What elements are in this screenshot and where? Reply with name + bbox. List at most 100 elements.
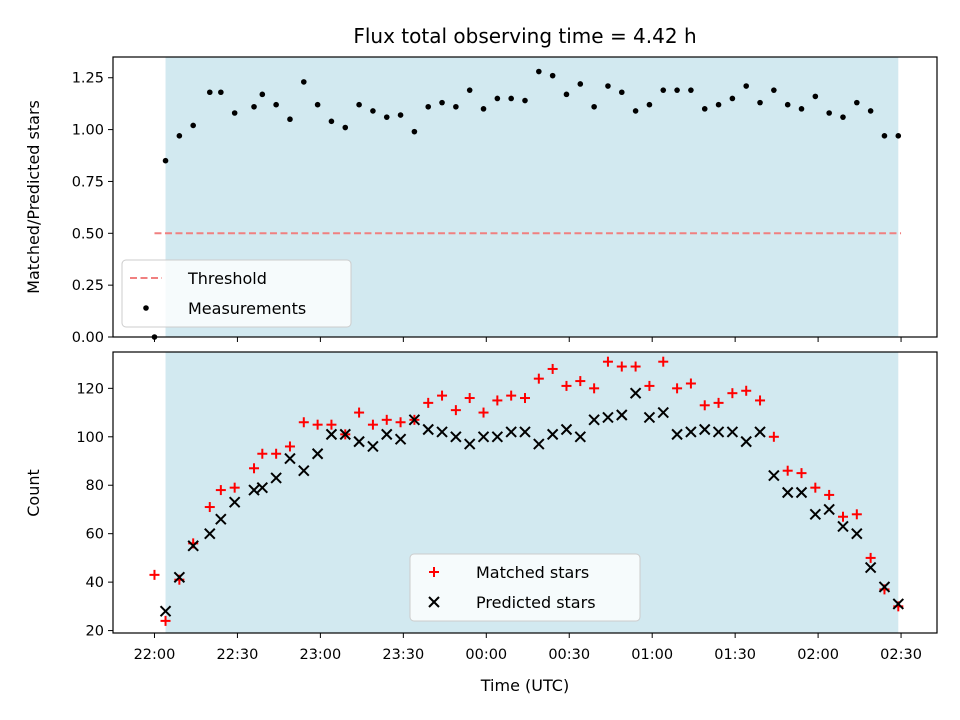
y-tick-label: 40 (86, 575, 104, 591)
predicted-star-point (284, 452, 296, 465)
legend-label: Threshold (187, 269, 267, 288)
measurement-point (508, 95, 514, 102)
predicted-star-point (228, 496, 241, 508)
matched-star-point (768, 431, 779, 442)
predicted-star-point (629, 387, 642, 399)
predicted-star-point (422, 423, 434, 436)
predicted-star-point (353, 435, 365, 448)
measurement-point (854, 99, 860, 106)
measurement-point (757, 99, 763, 106)
predicted-star-point (159, 605, 172, 617)
legend-label: Measurements (188, 299, 306, 318)
measurement-point (176, 133, 183, 139)
matched-star-point (312, 419, 323, 430)
count-y-ticks: 20 40 60 80 100 120 (76, 381, 113, 640)
measurement-point (300, 79, 307, 85)
matched-star-point (533, 373, 544, 384)
matched-star-point (837, 511, 848, 522)
measurement-point (591, 103, 597, 110)
predicted-star-point (685, 426, 697, 438)
x-tick-label: 02:00 (797, 647, 839, 663)
predicted-star-point (602, 411, 614, 424)
matched-star-point (602, 356, 613, 367)
matched-star-point (616, 361, 627, 372)
matched-star-point (824, 489, 835, 500)
count-x-ticks: 22:00 22:30 23:00 23:30 00:00 00:30 01:00 01:30… (134, 633, 922, 663)
predicted-star-point (325, 428, 338, 441)
predicted-star-point (754, 426, 766, 438)
matched-star-point (149, 569, 160, 580)
measurement-point (605, 83, 611, 89)
measurement-point (397, 112, 404, 118)
count-series-layer (149, 356, 904, 626)
predicted-star-point (463, 438, 476, 450)
measurement-point (383, 114, 390, 120)
x-tick-label: 22:00 (134, 647, 176, 663)
predicted-star-point (837, 520, 849, 533)
predicted-star-point (878, 581, 891, 593)
predicted-star-point (809, 508, 822, 521)
y-tick-label: 80 (86, 478, 104, 494)
matched-star-point (450, 405, 461, 416)
matched-star-point (506, 390, 517, 401)
y-tick-label: 0.25 (72, 278, 104, 294)
predicted-star-point (699, 423, 711, 436)
measurement-point (370, 108, 376, 114)
matched-star-point (464, 393, 475, 404)
x-tick-label: 01:00 (631, 647, 673, 663)
measurement-point (328, 118, 335, 125)
matched-star-point (575, 376, 586, 387)
predicted-star-point (671, 428, 683, 441)
matched-star-point (685, 378, 696, 389)
x-tick-label: 00:30 (548, 647, 590, 663)
y-tick-label: 1.25 (72, 71, 104, 87)
x-tick-label: 23:30 (382, 647, 424, 663)
matched-star-point (215, 485, 226, 496)
measurement-point (273, 101, 279, 108)
predicted-star-point (215, 513, 227, 525)
count-y-axis-label: Count (24, 469, 43, 517)
matched-star-point (395, 417, 406, 428)
matched-star-point (204, 502, 215, 513)
predicted-star-point (851, 527, 863, 540)
predicted-star-point (505, 426, 517, 438)
ratio-axes-frame (112, 56, 938, 338)
measurement-point (688, 87, 694, 93)
measurement-point (771, 87, 777, 93)
measurement-point (660, 87, 667, 93)
matched-star-point (741, 385, 752, 396)
predicted-star-point (795, 486, 808, 499)
measurement-point (314, 101, 321, 108)
measurement-point (162, 157, 169, 164)
measurement-point (826, 110, 832, 116)
legend-box (121, 259, 352, 328)
y-tick-label: 60 (86, 527, 104, 543)
predicted-star-point (408, 414, 421, 426)
predicted-star-point (712, 426, 725, 438)
measurement-point (577, 81, 584, 87)
matched-star-point (561, 380, 572, 391)
predicted-star-point (187, 540, 199, 552)
ratio-y-axis-label: Matched/Predicted stars (24, 100, 43, 294)
ratio-series-layer (151, 68, 902, 340)
y-tick-label: 100 (76, 430, 104, 446)
predicted-star-point (477, 431, 490, 443)
matched-star-point (271, 448, 282, 459)
x-tick-label: 22:30 (217, 647, 259, 663)
predicted-star-point (367, 440, 379, 453)
predicted-star-point (823, 503, 835, 516)
predicted-star-point (298, 464, 310, 477)
legend-label: Matched stars (476, 563, 589, 582)
measurement-point (812, 93, 819, 100)
predicted-star-point (864, 561, 877, 574)
predicted-star-point (533, 438, 545, 450)
y-tick-label: 1.00 (72, 123, 104, 139)
matched-star-point (727, 388, 738, 399)
count-axes-frame (112, 351, 938, 634)
measurement-point (439, 99, 445, 106)
x-tick-label: 01:30 (714, 647, 756, 663)
measurement-point (674, 87, 680, 93)
measurement-point (840, 114, 846, 120)
chart-title: Flux total observing time = 4.42 h (353, 24, 696, 48)
